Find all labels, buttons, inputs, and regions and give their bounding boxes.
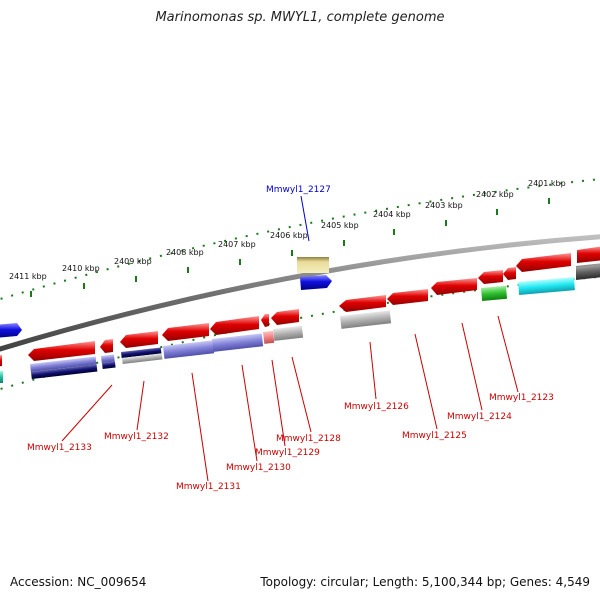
gene-label-leader	[369, 341, 377, 400]
accession-text: Accession: NC_009654	[10, 575, 147, 589]
reverse-strand-genes	[0, 246, 600, 383]
genome-backbone	[0, 234, 600, 352]
gene-arrow[interactable]	[300, 275, 332, 290]
gene-arrow[interactable]	[387, 289, 428, 305]
gene-label-leader	[497, 315, 519, 393]
gene-cog-block	[518, 277, 575, 295]
gene-label-leader	[291, 356, 312, 433]
scale-tick-label: 2410 kbp	[62, 264, 100, 273]
gene-arrow[interactable]	[0, 323, 22, 338]
gene-label-leader	[461, 322, 483, 411]
gene-label-leader	[241, 364, 258, 462]
gene-label[interactable]: Mmwyl1_2131	[176, 482, 241, 492]
gene-cog-block	[576, 264, 600, 279]
gene-arrow[interactable]	[503, 267, 516, 280]
gene-arrow[interactable]	[162, 323, 209, 341]
gene-label[interactable]: Mmwyl1_2127	[266, 185, 331, 195]
scale-tick-label: 2406 kbp	[270, 231, 308, 240]
scale-tick-label: 2403 kbp	[425, 201, 463, 210]
gene-arrow[interactable]	[271, 309, 299, 325]
scale-tick-label: 2401 kbp	[528, 179, 566, 188]
gene-labels: Mmwyl1_2127 Mmwyl1_2123 Mmwyl1_2124 Mmwyl1_…	[27, 185, 554, 492]
outer-scale-line	[0, 178, 600, 301]
gene-arrow[interactable]	[100, 339, 113, 353]
gene-cog-block	[101, 354, 115, 363]
gene-arrow[interactable]	[210, 316, 259, 335]
gene-cog-block	[31, 364, 98, 379]
scale-tick-label: 2409 kbp	[114, 257, 152, 266]
gene-label[interactable]: Mmwyl1_2126	[344, 402, 409, 412]
gene-label-leader	[191, 372, 209, 482]
gene-cog-block	[480, 285, 508, 301]
gene-cog-block	[121, 347, 162, 358]
gene-label-leader	[271, 359, 286, 447]
gene-cog-block	[297, 257, 329, 273]
gene-label-leader	[136, 380, 145, 431]
scale-tick-label: 2411 kbp	[9, 272, 47, 281]
gene-cog-block	[122, 353, 163, 364]
gene-arrow[interactable]	[478, 270, 503, 284]
gene-cog-block	[340, 310, 392, 329]
gene-label[interactable]: Mmwyl1_2124	[447, 412, 512, 422]
gene-label[interactable]: Mmwyl1_2133	[27, 443, 92, 453]
gene-label[interactable]: Mmwyl1_2125	[402, 431, 467, 441]
gene-arrow[interactable]	[120, 331, 158, 348]
gene-arrow[interactable]	[0, 355, 2, 367]
gene-label[interactable]: Mmwyl1_2128	[276, 434, 341, 444]
gene-cog-block	[102, 361, 116, 369]
scale-tick-label: 2408 kbp	[166, 248, 204, 257]
gene-arrow[interactable]	[431, 278, 477, 295]
scale-tick-label: 2402 kbp	[476, 190, 514, 199]
gene-cog-block	[273, 325, 304, 341]
scale-tick-label: 2405 kbp	[321, 221, 359, 230]
gene-label-leaders	[61, 195, 519, 482]
scale-labels: 2401 kbp 2402 kbp 2403 kbp 2404 kbp 2405 kbp…	[9, 179, 566, 281]
gene-cog-block	[263, 330, 275, 344]
scale-tick-label: 2404 kbp	[373, 210, 411, 219]
gene-label[interactable]: Mmwyl1_2123	[489, 393, 554, 403]
gene-cog-block	[163, 340, 215, 359]
scale-tick-label: 2407 kbp	[218, 240, 256, 249]
gene-label[interactable]: Mmwyl1_2129	[255, 448, 320, 458]
genome-summary-text: Topology: circular; Length: 5,100,344 bp…	[260, 575, 590, 589]
gene-arrow[interactable]	[516, 253, 571, 272]
gene-arrow[interactable]	[261, 314, 269, 327]
gene-label[interactable]: Mmwyl1_2130	[226, 463, 291, 473]
gene-arrow[interactable]	[28, 341, 95, 361]
gene-label[interactable]: Mmwyl1_2132	[104, 432, 169, 442]
gene-cog-block	[29, 356, 97, 372]
gene-cog-block	[212, 333, 264, 352]
gene-arrow[interactable]	[577, 246, 600, 263]
map-title: Marinomonas sp. MWYL1, complete genome	[155, 10, 445, 25]
gene-label-leader	[414, 333, 438, 430]
scale-major-ticks	[30, 198, 550, 297]
gene-arrow[interactable]	[339, 295, 386, 312]
gene-cog-block	[0, 371, 3, 383]
gene-label-leader	[300, 195, 310, 242]
gene-label-leader	[61, 384, 113, 442]
